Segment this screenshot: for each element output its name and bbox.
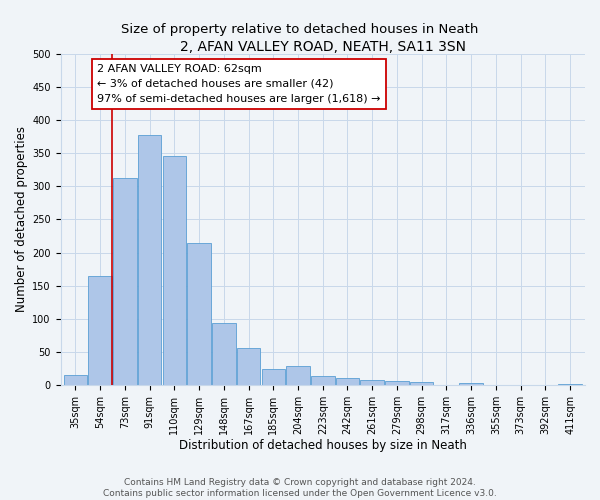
Bar: [311, 376, 335, 385]
Bar: [361, 380, 384, 385]
Bar: [559, 384, 582, 385]
X-axis label: Distribution of detached houses by size in Neath: Distribution of detached houses by size …: [179, 440, 467, 452]
Bar: [64, 375, 87, 385]
Bar: [138, 134, 161, 385]
Bar: [460, 383, 483, 385]
Bar: [88, 276, 112, 385]
Bar: [163, 156, 186, 385]
Bar: [336, 378, 359, 385]
Text: 2 AFAN VALLEY ROAD: 62sqm
← 3% of detached houses are smaller (42)
97% of semi-d: 2 AFAN VALLEY ROAD: 62sqm ← 3% of detach…: [97, 64, 381, 104]
Text: Size of property relative to detached houses in Neath: Size of property relative to detached ho…: [121, 22, 479, 36]
Title: 2, AFAN VALLEY ROAD, NEATH, SA11 3SN: 2, AFAN VALLEY ROAD, NEATH, SA11 3SN: [180, 40, 466, 54]
Bar: [212, 322, 236, 385]
Bar: [237, 348, 260, 385]
Bar: [385, 381, 409, 385]
Text: Contains HM Land Registry data © Crown copyright and database right 2024.
Contai: Contains HM Land Registry data © Crown c…: [103, 478, 497, 498]
Bar: [187, 242, 211, 385]
Bar: [262, 369, 285, 385]
Bar: [410, 382, 433, 385]
Y-axis label: Number of detached properties: Number of detached properties: [15, 126, 28, 312]
Bar: [286, 366, 310, 385]
Bar: [113, 178, 137, 385]
